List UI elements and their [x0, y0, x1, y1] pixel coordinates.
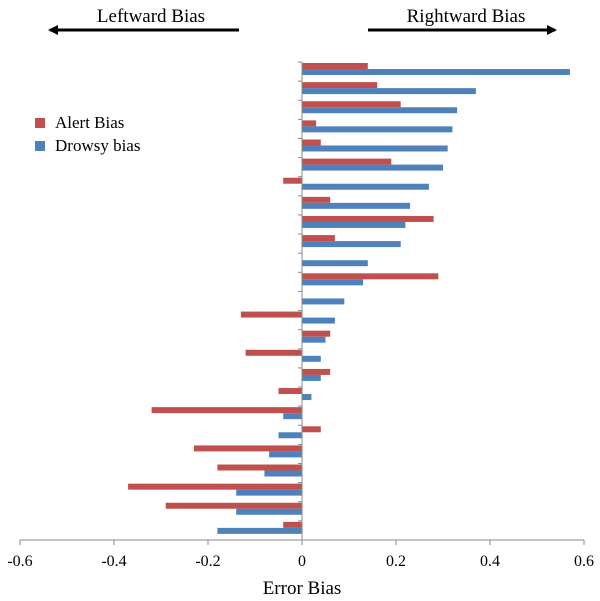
- x-tick-label-0: -0.6: [7, 553, 32, 570]
- drowsy-bar-19: [283, 413, 302, 420]
- alert-bar-18: [278, 388, 302, 395]
- drowsy-bar-15: [302, 336, 326, 343]
- alert-bar-20: [302, 426, 321, 433]
- drowsy-bar-1: [302, 69, 570, 75]
- x-tick-label-5: 0.4: [480, 553, 500, 570]
- x-tick-label-2: -0.2: [195, 553, 220, 570]
- drowsy-bar-12: [302, 279, 364, 286]
- alert-bar-21: [193, 445, 302, 452]
- drowsy-bar-13: [302, 298, 345, 305]
- drowsy-bar-6: [302, 164, 443, 171]
- alert-bar-16: [245, 349, 302, 356]
- legend-swatch-drowsy: [35, 141, 45, 151]
- x-tick-label-4: 0.2: [386, 553, 406, 570]
- drowsy-bar-11: [302, 260, 368, 267]
- drowsy-bar-18: [302, 394, 312, 401]
- legend-label-drowsy: Drowsy bias: [55, 136, 140, 155]
- rightward-bias-label: Rightward Bias: [407, 6, 526, 27]
- alert-bar-23: [128, 483, 302, 490]
- alert-bar-19: [151, 407, 302, 414]
- alert-bar-25: [283, 521, 302, 528]
- drowsy-bar-8: [302, 202, 411, 209]
- alert-bar-9: [302, 215, 434, 222]
- drowsy-bar-23: [236, 489, 302, 496]
- drowsy-bar-21: [269, 451, 302, 458]
- alert-bar-15: [302, 330, 331, 337]
- drowsy-bar-17: [302, 374, 321, 381]
- alert-bar-10: [302, 235, 335, 242]
- alert-bar-2: [302, 82, 378, 89]
- leftward-bias-label: Leftward Bias: [97, 6, 205, 27]
- drowsy-bar-20: [278, 432, 302, 439]
- alert-bar-7: [283, 177, 302, 184]
- drowsy-bar-16: [302, 355, 321, 362]
- alert-bar-8: [302, 196, 331, 203]
- alert-bar-12: [302, 273, 439, 280]
- alert-bar-1: [302, 63, 368, 69]
- x-tick-label-3: 0: [298, 553, 306, 570]
- alert-bar-24: [165, 502, 302, 509]
- drowsy-bar-2: [302, 88, 476, 95]
- x-tick-label-6: 0.6: [574, 553, 594, 570]
- alert-bar-4: [302, 120, 317, 127]
- drowsy-bar-14: [302, 317, 335, 324]
- alert-bar-6: [302, 158, 392, 165]
- x-tick-label-1: -0.4: [101, 553, 126, 570]
- drowsy-bar-25: [217, 527, 302, 534]
- legend: Alert Bias Drowsy bias: [35, 113, 140, 155]
- x-axis-title: Error Bias: [263, 578, 342, 599]
- drowsy-bar-22: [264, 470, 302, 477]
- legend-label-alert: Alert Bias: [55, 113, 124, 132]
- drowsy-bar-3: [302, 107, 458, 114]
- drowsy-bar-24: [236, 508, 302, 515]
- x-axis-ticks: -0.6 -0.4 -0.2 0 0.2 0.4 0.6: [7, 540, 594, 570]
- legend-swatch-alert: [35, 118, 45, 128]
- alert-bar-22: [217, 464, 302, 471]
- alert-bar-3: [302, 101, 401, 108]
- drowsy-bar-9: [302, 221, 406, 228]
- drowsy-bar-5: [302, 145, 448, 152]
- drowsy-bar-7: [302, 183, 429, 190]
- alert-bar-17: [302, 368, 331, 375]
- drowsy-bar-4: [302, 126, 453, 133]
- alert-bar-14: [240, 311, 302, 318]
- alert-bar-5: [302, 139, 321, 146]
- bars-group: [128, 63, 570, 534]
- drowsy-bar-10: [302, 241, 401, 248]
